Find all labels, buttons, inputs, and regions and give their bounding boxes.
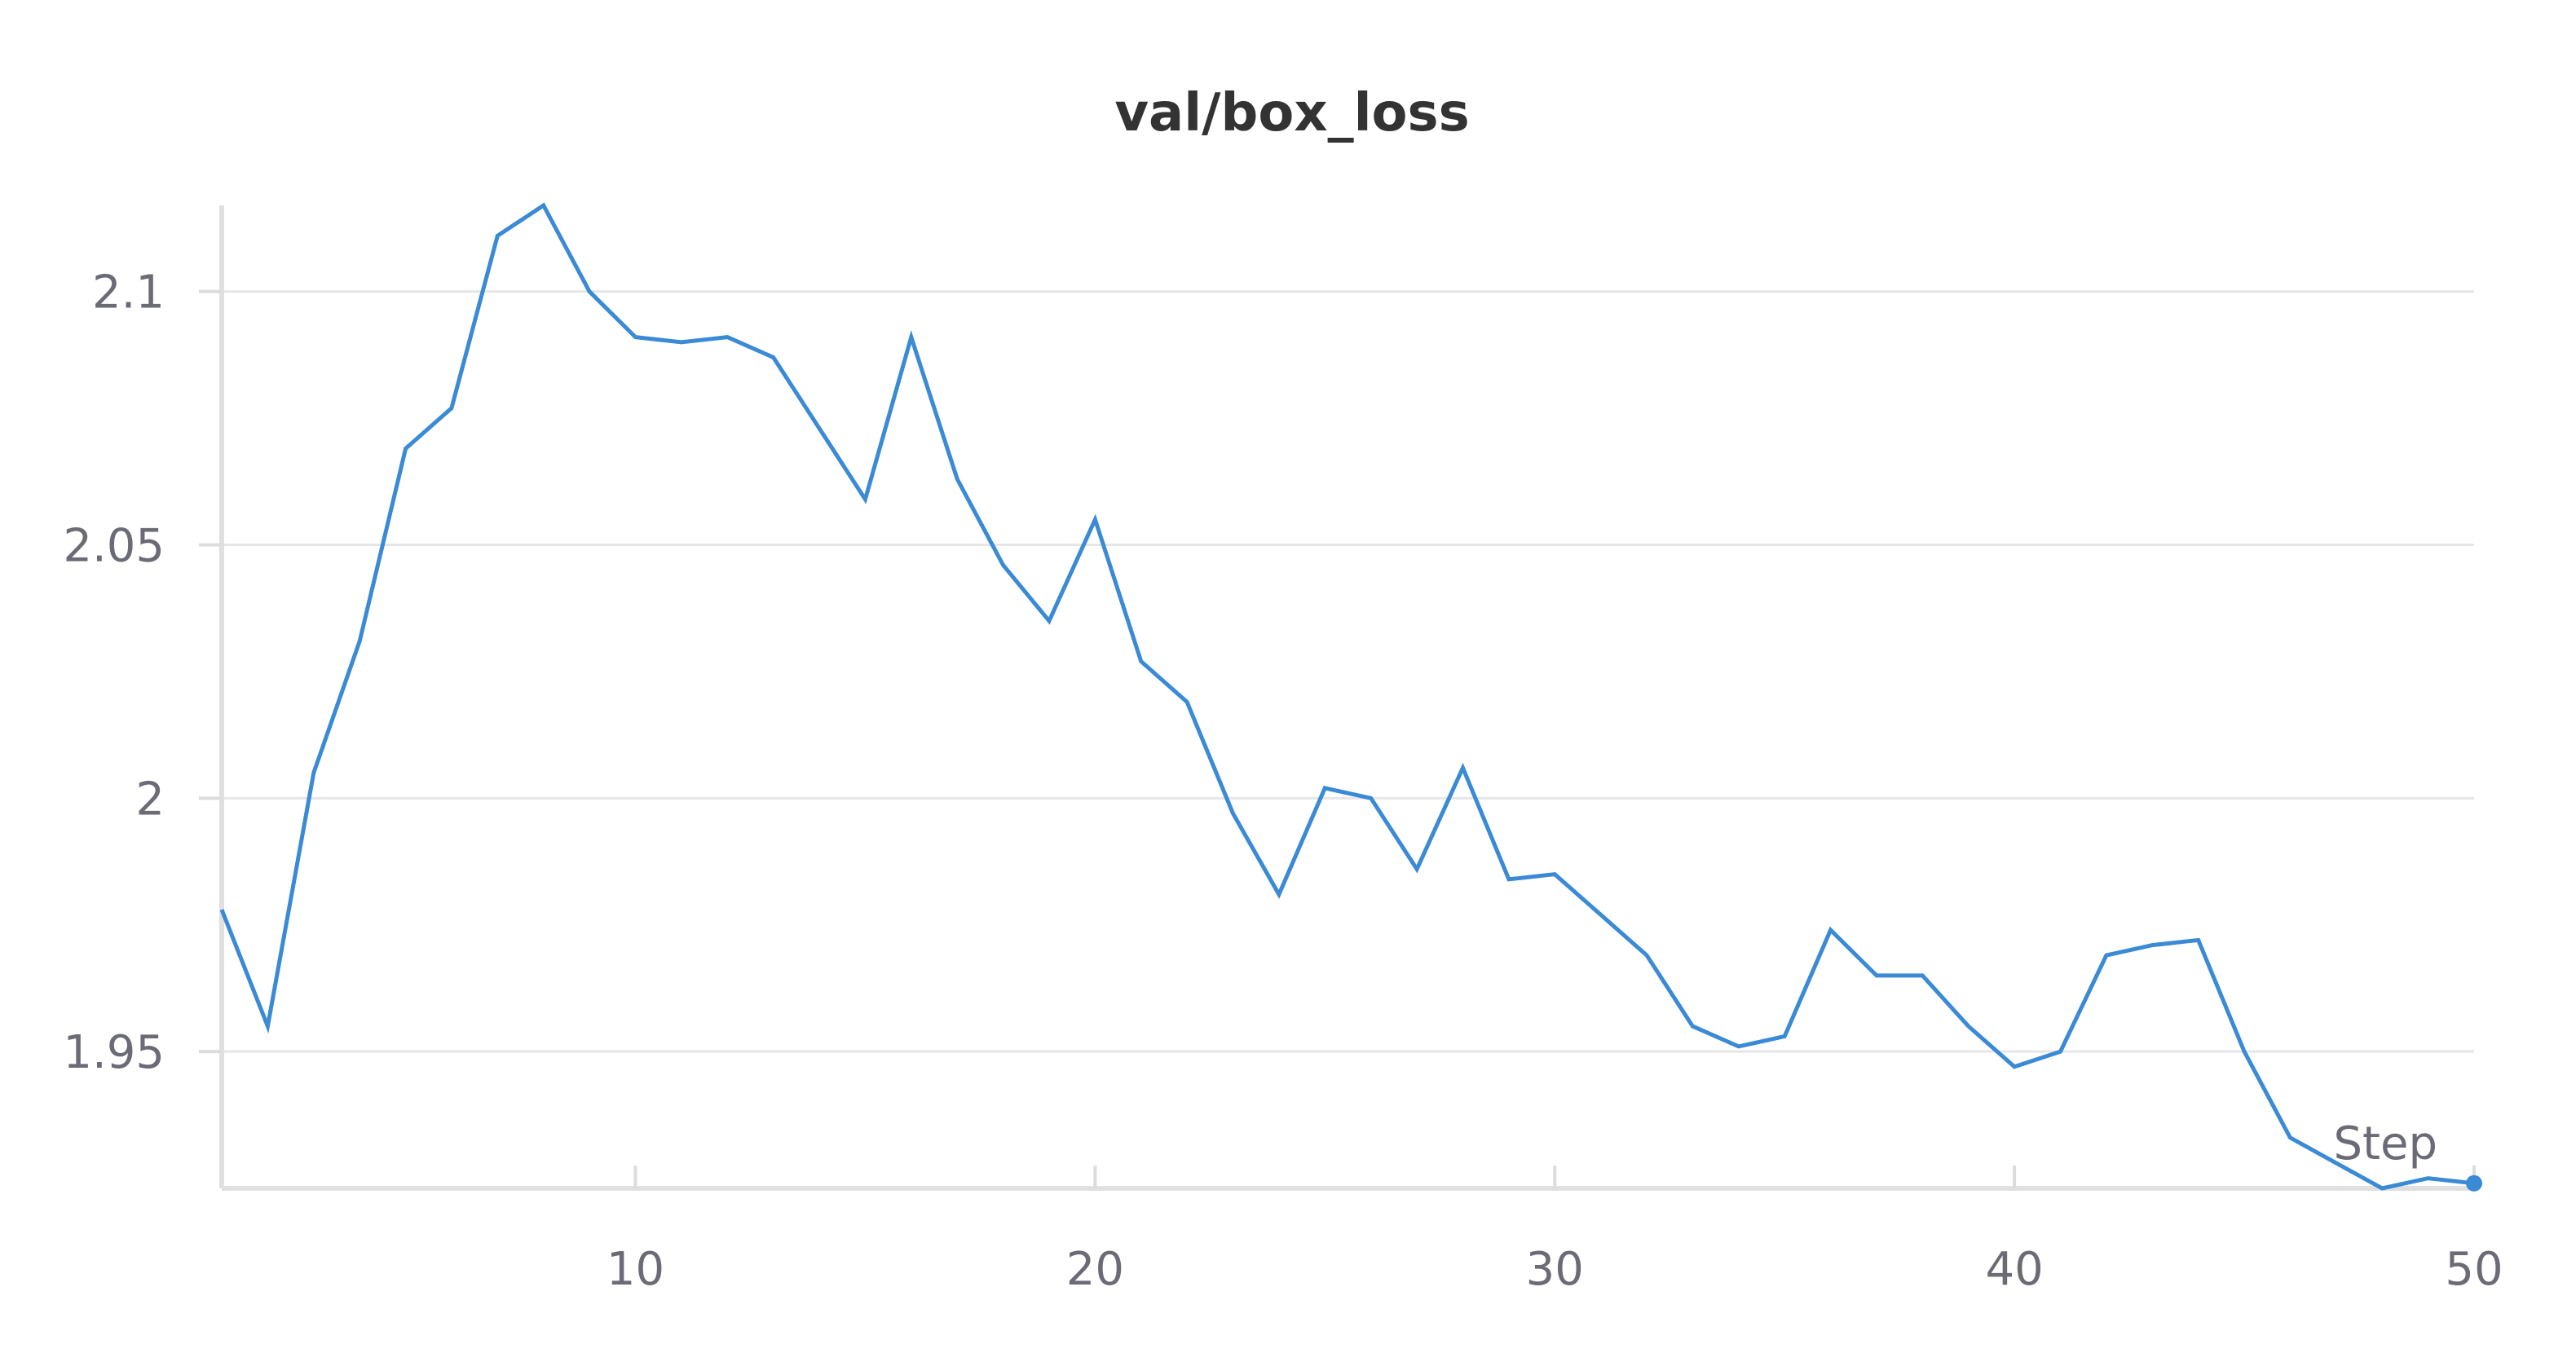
data-point (1138, 658, 1145, 664)
data-point (218, 906, 225, 913)
data-point (2287, 1135, 2293, 1141)
data-point (1551, 871, 1558, 878)
data-point (862, 496, 868, 503)
data-point (448, 405, 455, 412)
data-point (678, 339, 685, 346)
data-point (908, 334, 915, 341)
y-tick-label: 2.1 (92, 267, 165, 320)
data-point (540, 202, 547, 209)
data-point (586, 289, 593, 295)
y-ticks: 1.95 2 2.05 2.1 (63, 267, 222, 1079)
data-point (632, 334, 638, 341)
series-line (219, 202, 2475, 1191)
data-point (724, 334, 730, 341)
data-point (1414, 866, 1420, 872)
data-point (1000, 562, 1007, 568)
data-point (1368, 795, 1374, 801)
data-point (494, 232, 501, 239)
data-point (1919, 972, 1925, 979)
data-point (1046, 618, 1052, 624)
data-point (311, 769, 317, 776)
data-point (1873, 972, 1880, 979)
data-point (1184, 699, 1190, 705)
data-point (1828, 927, 1834, 933)
chart-title: val/box_loss (1114, 83, 1469, 143)
y-tick-label: 1.95 (63, 1026, 165, 1079)
data-point (264, 1023, 271, 1029)
data-point (2425, 1175, 2432, 1182)
data-point (1230, 810, 1237, 817)
x-tick-label: 20 (1066, 1243, 1124, 1296)
data-point (2195, 937, 2202, 943)
data-point (1965, 1023, 1972, 1029)
data-point (356, 638, 363, 645)
data-point (2058, 1048, 2064, 1055)
data-point (954, 476, 960, 483)
x-tick-label: 40 (1985, 1243, 2043, 1296)
data-point (1506, 876, 1512, 883)
data-point (2103, 952, 2110, 959)
data-point (770, 354, 777, 360)
x-tick-label: 50 (2445, 1243, 2503, 1296)
data-point (1459, 765, 1466, 771)
x-ticks: 10 20 30 40 50 (607, 1166, 2503, 1296)
data-point (1781, 1033, 1788, 1040)
data-point (2011, 1064, 2018, 1070)
x-axis-label: Step (2333, 1117, 2437, 1170)
last-point-marker (2466, 1175, 2482, 1192)
data-point (816, 425, 823, 432)
series-layer (218, 202, 2482, 1192)
data-point (1092, 516, 1098, 522)
data-point (1643, 952, 1650, 959)
data-point (403, 445, 409, 452)
data-point (2149, 942, 2155, 949)
y-tick-label: 2 (135, 773, 165, 826)
data-point (1689, 1023, 1696, 1029)
axes (219, 205, 2474, 1191)
data-point (2379, 1185, 2385, 1192)
y-tick-label: 2.05 (63, 520, 165, 573)
data-point (2241, 1048, 2247, 1055)
grid-lines (222, 290, 2474, 1053)
data-point (1321, 785, 1328, 791)
data-point (1736, 1043, 1742, 1050)
data-point (1276, 891, 1282, 897)
x-tick-label: 10 (607, 1243, 664, 1296)
data-point (1598, 911, 1604, 918)
x-tick-label: 30 (1526, 1243, 1584, 1296)
